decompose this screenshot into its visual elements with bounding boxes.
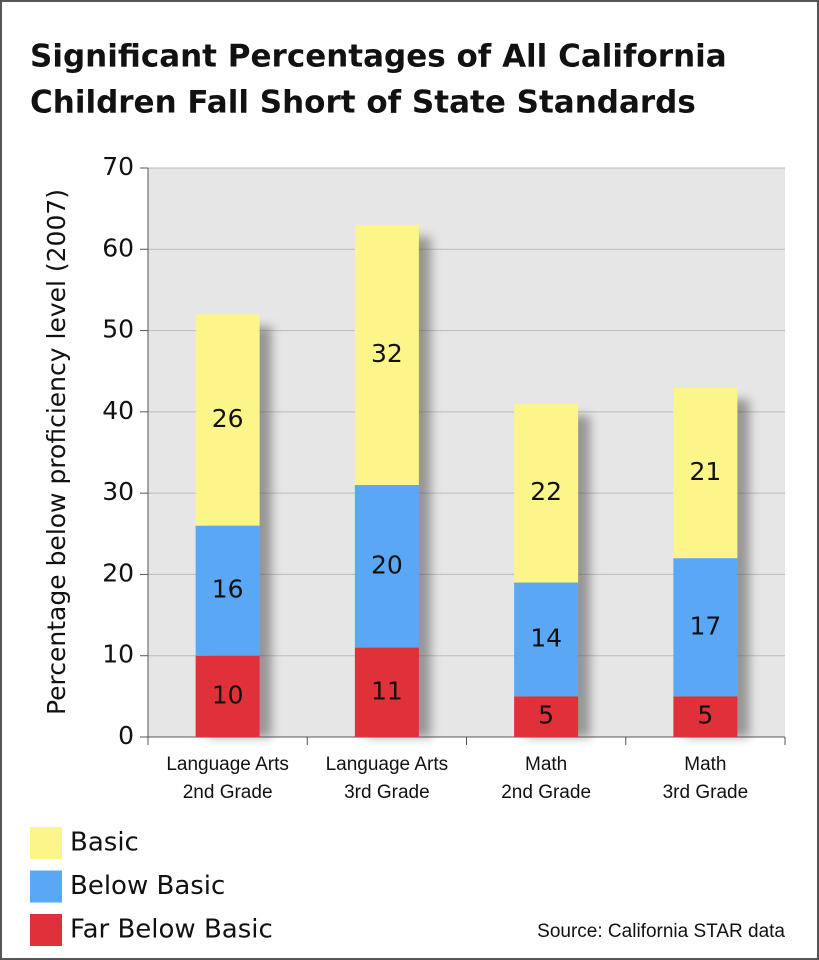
- source: Source: California STAR data: [537, 921, 785, 942]
- y-tick-label: 20: [102, 558, 134, 587]
- data-label: 21: [689, 457, 721, 486]
- bar-segment: [514, 696, 579, 737]
- bar-segment: [673, 696, 738, 737]
- y-tick-label: 70: [102, 152, 134, 181]
- y-tick-label: 50: [102, 315, 134, 344]
- bar-segment: [514, 582, 579, 697]
- y-tick-label: 30: [102, 477, 134, 506]
- chart-title: Children Fall Short of State Standards: [30, 85, 696, 121]
- legend-label: Below Basic: [70, 871, 225, 901]
- x-tick-label: Language Arts: [166, 754, 289, 775]
- data-label: 5: [538, 701, 554, 730]
- bar-segment: [673, 558, 738, 697]
- data-label: 20: [371, 550, 403, 579]
- data-label: 14: [530, 623, 562, 652]
- bar-segment: [195, 314, 260, 526]
- bar-segment: [354, 485, 419, 648]
- data-label: 10: [212, 680, 244, 709]
- x-tick-label: 3rd Grade: [663, 782, 749, 803]
- y-tick-label: 60: [102, 233, 134, 262]
- x-tick-label: 2nd Grade: [183, 782, 273, 803]
- data-label: 11: [371, 676, 403, 705]
- data-label: 16: [212, 575, 244, 604]
- bar-segment: [195, 525, 260, 656]
- legend-label: Far Below Basic: [70, 915, 273, 945]
- x-tick-label: 3rd Grade: [344, 782, 430, 803]
- legend-swatch: [30, 827, 62, 859]
- x-tick-label: Math: [684, 754, 726, 775]
- y-axis-label: Percentage below proficiency level (2007…: [42, 189, 71, 715]
- data-label: 26: [212, 404, 244, 433]
- bar-segment: [673, 387, 738, 559]
- bar-segment: [354, 224, 419, 486]
- bar-segment: [514, 403, 579, 583]
- chart-title: Significant Percentages of All Californi…: [30, 39, 727, 75]
- y-tick-label: 0: [118, 721, 134, 750]
- bar-segment: [354, 647, 419, 737]
- data-label: 5: [697, 701, 713, 730]
- legend-swatch: [30, 914, 62, 946]
- data-label: 32: [371, 339, 403, 368]
- x-tick-label: Language Arts: [326, 754, 449, 775]
- y-tick-label: 40: [102, 396, 134, 425]
- x-tick-label: Math: [525, 754, 567, 775]
- y-tick-label: 10: [102, 640, 134, 669]
- data-label: 22: [530, 477, 562, 506]
- x-tick-label: 2nd Grade: [501, 782, 591, 803]
- bar-segment: [195, 655, 260, 737]
- legend-label: Basic: [70, 828, 139, 858]
- data-label: 17: [689, 611, 721, 640]
- legend-swatch: [30, 870, 62, 903]
